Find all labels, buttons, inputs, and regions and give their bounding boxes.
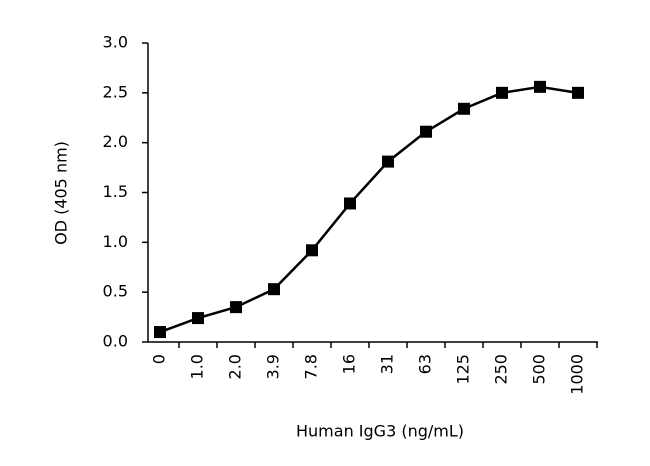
y-tick-label: 0.5 — [103, 282, 128, 301]
y-tick-label: 1.0 — [103, 232, 128, 251]
y-tick-label: 0.0 — [103, 332, 128, 351]
x-tick-label: 250 — [492, 354, 511, 385]
marker — [458, 102, 470, 115]
x-tick-label: 500 — [530, 354, 549, 385]
y-tick-label: 1.5 — [103, 182, 128, 201]
x-tick-label: 3.9 — [264, 354, 283, 379]
marker — [268, 283, 280, 296]
line — [159, 85, 579, 334]
marker — [192, 312, 204, 325]
x-tick-label: 31 — [378, 354, 397, 374]
marker — [496, 86, 508, 99]
marker — [534, 80, 546, 93]
x-tick-label: 125 — [454, 354, 473, 385]
x-tick-label: 16 — [340, 354, 359, 374]
x-tick-label: 1.0 — [188, 354, 207, 379]
y-tick-label: 2.5 — [103, 82, 128, 101]
marker — [572, 86, 584, 99]
y-tick-label: 2.0 — [103, 132, 128, 151]
x-axis-label: Human IgG3 (ng/mL) — [296, 422, 464, 441]
x-tick-label: 7.8 — [302, 354, 321, 379]
x-tick-label: 63 — [416, 354, 435, 374]
y-axis-label: OD (405 nm) — [52, 141, 71, 245]
x-tick-label: 0 — [150, 354, 169, 364]
x-tick-label: 1000 — [568, 354, 587, 395]
marker — [420, 125, 432, 138]
marker — [154, 326, 166, 339]
y-tick-label: 3.0 — [103, 33, 128, 52]
marker — [230, 301, 242, 314]
x-tick-label: 2.0 — [226, 354, 245, 379]
marker — [306, 244, 318, 257]
marker — [344, 197, 356, 210]
marker — [382, 155, 394, 168]
